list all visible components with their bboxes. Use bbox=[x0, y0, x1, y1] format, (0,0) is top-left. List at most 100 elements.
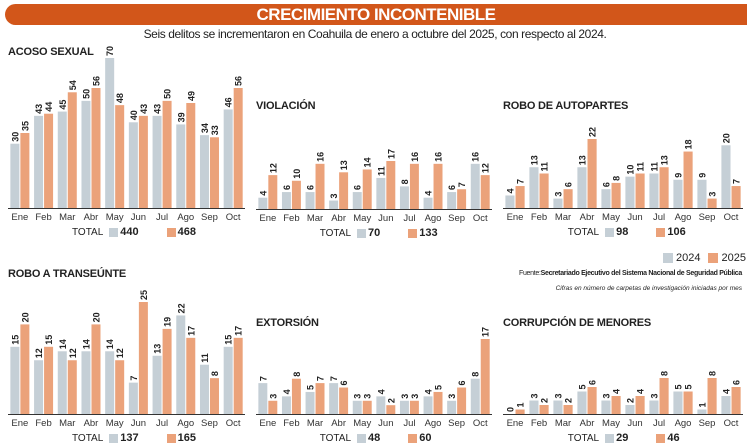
bar-2024 bbox=[10, 346, 20, 414]
header-banner: CRECIMIENTO INCONTENIBLE bbox=[5, 4, 747, 25]
bar-2025 bbox=[457, 387, 467, 414]
value-label: 11 bbox=[200, 353, 210, 363]
value-label: 17 bbox=[234, 326, 244, 336]
total-swatch-2025 bbox=[656, 227, 666, 237]
totals-row: TOTAL 48 60 bbox=[320, 432, 432, 444]
legend-swatch-2024 bbox=[663, 253, 673, 263]
value-label: 7 bbox=[258, 376, 268, 381]
totals-row: TOTAL 29 46 bbox=[568, 432, 680, 444]
source: Fuente:Secretariado Ejecutivo del Sistem… bbox=[519, 270, 742, 277]
month-label: Abr bbox=[84, 212, 99, 223]
legend-label-2024: 2024 bbox=[676, 252, 701, 264]
value-label: 12 bbox=[34, 348, 44, 358]
bar-2025 bbox=[635, 396, 645, 414]
month-label: Jul bbox=[156, 418, 168, 429]
bar-2024 bbox=[721, 145, 731, 208]
bar-2024 bbox=[649, 173, 659, 208]
month-label: Jul bbox=[653, 418, 665, 429]
bar-2024 bbox=[34, 115, 44, 208]
value-label: 20 bbox=[91, 312, 101, 322]
bar-2025 bbox=[268, 175, 278, 209]
bar-2024 bbox=[105, 351, 115, 414]
page-subtitle: Seis delitos se incrementaron en Coahuil… bbox=[143, 27, 607, 41]
total-swatch-2024 bbox=[605, 227, 615, 237]
month-label: Ago bbox=[177, 212, 194, 223]
value-label: 3 bbox=[529, 393, 539, 398]
bar-2024 bbox=[625, 405, 635, 414]
bar-2024 bbox=[376, 177, 386, 209]
value-label: 6 bbox=[588, 380, 598, 385]
value-label: 2 bbox=[625, 398, 635, 403]
bar-2025 bbox=[409, 400, 419, 414]
value-label: 1 bbox=[516, 402, 526, 407]
totals-row: TOTAL 70 133 bbox=[320, 227, 438, 239]
value-label: 3 bbox=[553, 192, 563, 197]
value-label: 56 bbox=[234, 76, 244, 86]
bar-2025 bbox=[386, 161, 396, 209]
value-label: 10 bbox=[292, 169, 302, 179]
month-label: Feb bbox=[35, 212, 51, 223]
bar-2025 bbox=[115, 360, 125, 414]
total-2024: 137 bbox=[120, 432, 139, 444]
bar-2025 bbox=[515, 409, 525, 414]
value-label: 7 bbox=[732, 179, 742, 184]
legend: 2024 2025 bbox=[655, 252, 746, 264]
bar-2024 bbox=[529, 400, 539, 414]
value-label: 6 bbox=[353, 185, 363, 190]
month-label: Sep bbox=[699, 212, 716, 223]
value-label: 13 bbox=[660, 155, 670, 165]
value-label: 34 bbox=[200, 123, 210, 133]
total-2025: 46 bbox=[667, 432, 680, 444]
bar-2024 bbox=[470, 378, 480, 414]
total-2024: 48 bbox=[368, 432, 381, 444]
value-label: 16 bbox=[471, 152, 481, 162]
value-label: 8 bbox=[400, 179, 410, 184]
value-label: 7 bbox=[457, 182, 467, 187]
bar-2025 bbox=[457, 189, 467, 209]
value-label: 14 bbox=[105, 339, 115, 349]
value-label: 8 bbox=[708, 371, 718, 376]
value-label: 3 bbox=[553, 393, 563, 398]
month-label: Ene bbox=[259, 213, 276, 224]
bar-2024 bbox=[57, 111, 67, 208]
bar-2024 bbox=[281, 396, 291, 414]
bar-2025 bbox=[659, 167, 669, 208]
value-label: 43 bbox=[153, 104, 163, 114]
page-title: CRECIMIENTO INCONTENIBLE bbox=[256, 5, 496, 24]
total-2024: 98 bbox=[616, 226, 629, 238]
bar-2025 bbox=[409, 163, 419, 209]
bar-2025 bbox=[20, 133, 30, 208]
bar-2024 bbox=[329, 383, 339, 414]
month-label: Ago bbox=[675, 418, 692, 429]
total-2025: 60 bbox=[419, 432, 432, 444]
chart-title: ROBO A TRANSEÚNTE bbox=[8, 268, 127, 280]
month-label: Abr bbox=[580, 418, 595, 429]
value-label: 8 bbox=[292, 372, 302, 377]
value-label: 3 bbox=[410, 394, 420, 399]
bar-2024 bbox=[152, 355, 162, 414]
month-label: Mar bbox=[555, 418, 571, 429]
value-label: 4 bbox=[505, 188, 515, 193]
value-label: 16 bbox=[410, 152, 420, 162]
bar-2025 bbox=[315, 383, 325, 414]
total-swatch-2025 bbox=[166, 433, 176, 443]
value-label: 20 bbox=[721, 133, 731, 143]
bar-2025 bbox=[20, 324, 30, 414]
bar-2025 bbox=[683, 151, 693, 208]
month-label: Oct bbox=[724, 212, 739, 223]
value-label: 39 bbox=[176, 112, 186, 122]
value-label: 13 bbox=[339, 160, 349, 170]
bar-2024 bbox=[305, 391, 315, 414]
value-label: 12 bbox=[268, 163, 278, 173]
month-label: Ene bbox=[507, 212, 524, 223]
value-label: 17 bbox=[186, 326, 196, 336]
month-label: Mar bbox=[59, 418, 75, 429]
bar-2025 bbox=[731, 186, 741, 208]
bar-2024 bbox=[258, 383, 268, 414]
value-label: 5 bbox=[673, 384, 683, 389]
totals-row: TOTAL 137 165 bbox=[72, 432, 196, 444]
value-label: 3 bbox=[649, 393, 659, 398]
month-label: Oct bbox=[473, 418, 488, 429]
value-label: 11 bbox=[636, 162, 646, 172]
value-label: 2 bbox=[564, 398, 574, 403]
